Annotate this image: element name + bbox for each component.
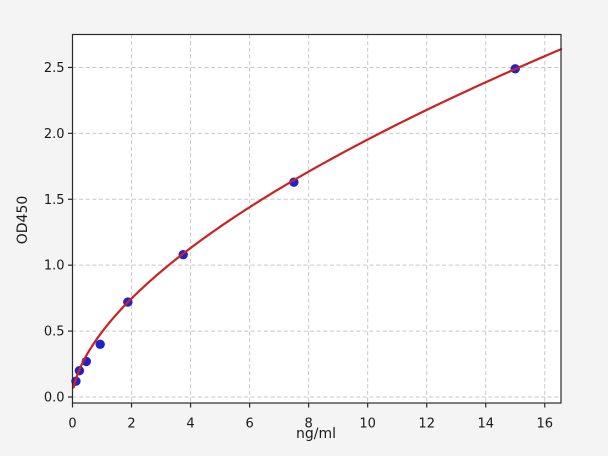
y-tick-label: 2.0 [44, 127, 65, 142]
x-tick-label: 16 [536, 416, 553, 431]
y-tick-label: 1.5 [44, 193, 65, 208]
x-tick-label: 12 [418, 416, 435, 431]
y-tick-label: 2.5 [44, 61, 65, 76]
data-point [95, 339, 105, 349]
x-tick-label: 14 [477, 416, 494, 431]
axes-frame [71, 33, 562, 404]
y-axis-label: OD450 [15, 196, 31, 245]
fit-curve-line [72, 48, 563, 389]
x-tick-label: 4 [186, 416, 194, 431]
x-tick-label: 8 [304, 416, 312, 431]
y-tick-label: 1.0 [44, 259, 65, 274]
x-tick-label: 10 [359, 416, 376, 431]
x-tick-label: 2 [127, 416, 135, 431]
x-axis-label: ng/ml [296, 426, 336, 442]
plot-background [72, 34, 561, 403]
plot-area: 0 2 4 6 8 10 12 14 16 0.0 0.5 1.0 1.5 2.0 2.5 [44, 33, 563, 431]
x-tick-label: 6 [245, 416, 253, 431]
y-tick-label: 0.0 [44, 391, 65, 406]
y-tick-label: 0.5 [44, 325, 65, 340]
x-tick-label: 0 [68, 416, 76, 431]
